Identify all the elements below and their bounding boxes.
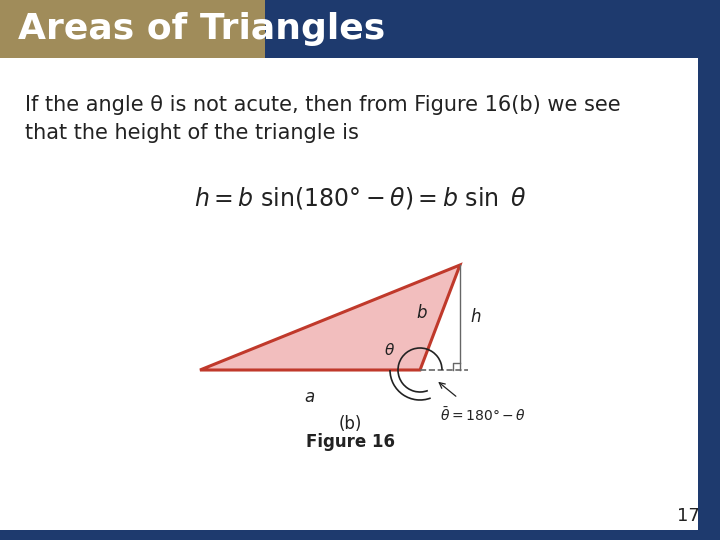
Text: If the angle θ is not acute, then from Figure 16(b) we see: If the angle θ is not acute, then from F… (25, 95, 621, 115)
Text: $\theta$: $\theta$ (384, 342, 395, 358)
Text: Areas of Triangles: Areas of Triangles (18, 12, 385, 46)
Bar (698, 0, 720, 540)
Bar (0, 0, 265, 58)
Text: Figure 16: Figure 16 (305, 433, 395, 451)
Text: $h = b\ \sin(180°-\theta) = b\ \sin\ \theta$: $h = b\ \sin(180°-\theta) = b\ \sin\ \th… (194, 185, 526, 211)
Text: $b$: $b$ (416, 303, 428, 321)
Text: $a$: $a$ (305, 388, 315, 406)
Bar (0, 530, 698, 540)
Text: (b): (b) (338, 415, 361, 433)
Text: $h$: $h$ (470, 308, 482, 327)
Bar (265, 0, 698, 58)
Text: 17: 17 (677, 507, 700, 525)
Polygon shape (200, 265, 460, 370)
Text: $\bar{\theta} = 180°-\theta$: $\bar{\theta} = 180°-\theta$ (440, 406, 526, 424)
Text: that the height of the triangle is: that the height of the triangle is (25, 123, 359, 143)
